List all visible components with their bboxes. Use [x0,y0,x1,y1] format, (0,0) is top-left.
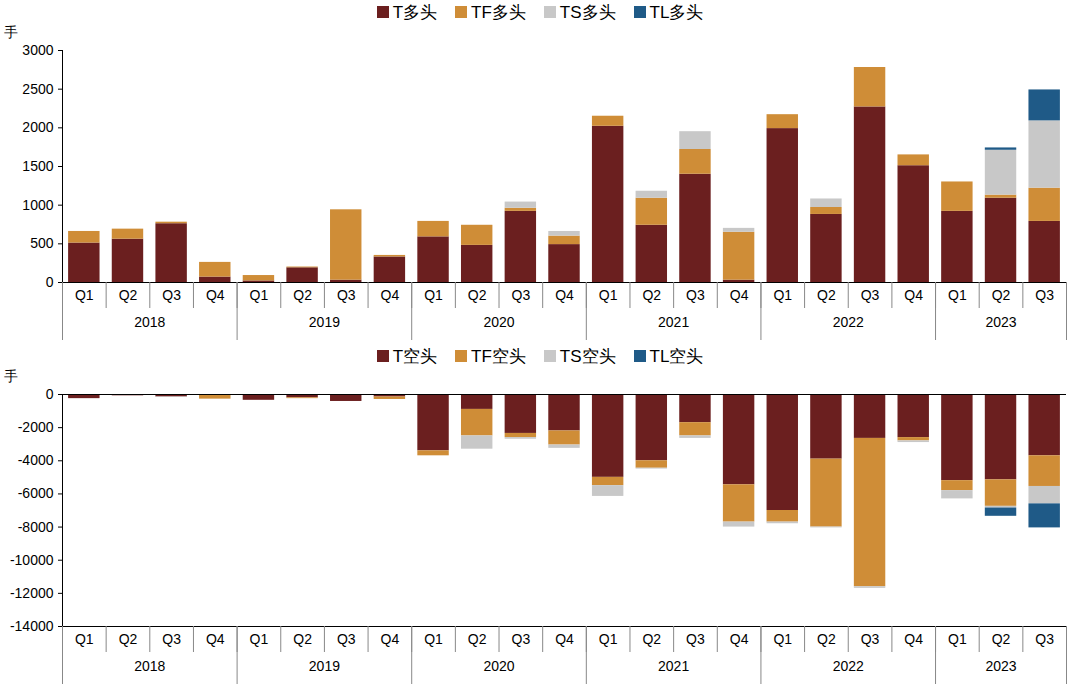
svg-text:2019: 2019 [309,314,340,330]
svg-text:Q3: Q3 [686,287,705,303]
svg-text:Q1: Q1 [599,631,618,647]
svg-text:Q3: Q3 [162,287,181,303]
svg-text:Q1: Q1 [773,287,792,303]
svg-text:Q4: Q4 [206,287,225,303]
html-text:TF多头: TF多头 [471,2,526,22]
svg-text:Q1: Q1 [424,287,443,303]
svg-text:-6000: -6000 [18,485,54,501]
html-text:TF空头: TF空头 [471,346,526,366]
svg-text:Q2: Q2 [992,631,1011,647]
svg-text:Q3: Q3 [861,631,880,647]
svg-text:2018: 2018 [134,314,165,330]
svg-text:-2000: -2000 [18,419,54,435]
html-text:TS空头: TS空头 [559,346,616,366]
svg-text:Q3: Q3 [686,631,705,647]
svg-text:Q1: Q1 [773,631,792,647]
html-text:T空头: T空头 [392,346,437,366]
svg-text:2023: 2023 [985,314,1016,330]
svg-text:Q4: Q4 [206,631,225,647]
svg-text:Q3: Q3 [861,287,880,303]
svg-text:2019: 2019 [309,658,340,674]
svg-text:Q3: Q3 [512,631,531,647]
svg-text:Q1: Q1 [75,631,94,647]
svg-text:0: 0 [46,386,54,402]
svg-text:Q2: Q2 [468,631,487,647]
svg-text:2000: 2000 [22,119,53,135]
svg-text:手: 手 [4,24,18,40]
svg-text:Q1: Q1 [250,631,269,647]
svg-text:2022: 2022 [833,314,864,330]
svg-text:Q4: Q4 [904,287,923,303]
svg-text:1000: 1000 [22,197,53,213]
svg-text:Q2: Q2 [119,287,138,303]
svg-text:2018: 2018 [134,658,165,674]
svg-text:Q2: Q2 [642,631,661,647]
svg-text:Q2: Q2 [642,287,661,303]
svg-text:1500: 1500 [22,158,53,174]
svg-text:Q1: Q1 [75,287,94,303]
svg-text:2021: 2021 [658,314,689,330]
svg-text:Q1: Q1 [948,631,967,647]
svg-text:Q3: Q3 [1035,631,1054,647]
svg-text:2500: 2500 [22,81,53,97]
svg-text:0: 0 [46,274,54,290]
svg-text:-8000: -8000 [18,519,54,535]
svg-text:Q1: Q1 [424,631,443,647]
svg-text:Q2: Q2 [293,631,312,647]
svg-text:3000: 3000 [22,42,53,58]
svg-text:Q2: Q2 [119,631,138,647]
svg-text:Q3: Q3 [162,631,181,647]
svg-text:Q3: Q3 [337,631,356,647]
svg-text:Q4: Q4 [381,287,400,303]
svg-text:Q4: Q4 [555,287,574,303]
svg-text:Q2: Q2 [468,287,487,303]
svg-text:Q3: Q3 [1035,287,1054,303]
svg-text:500: 500 [30,235,54,251]
svg-text:2023: 2023 [985,658,1016,674]
svg-text:Q2: Q2 [992,287,1011,303]
svg-text:Q3: Q3 [337,287,356,303]
svg-text:-4000: -4000 [18,452,54,468]
svg-text:-12000: -12000 [10,585,54,601]
svg-text:2020: 2020 [483,658,514,674]
html-text:TL空头: TL空头 [649,346,704,366]
svg-text:Q2: Q2 [817,631,836,647]
svg-text:Q3: Q3 [512,287,531,303]
svg-text:Q1: Q1 [948,287,967,303]
svg-text:Q2: Q2 [817,287,836,303]
svg-text:Q1: Q1 [250,287,269,303]
svg-text:2022: 2022 [833,658,864,674]
html-text:TL多头: TL多头 [649,2,704,22]
html-text:T多头: T多头 [392,2,437,22]
html-text:TS多头: TS多头 [559,2,616,22]
svg-text:Q4: Q4 [904,631,923,647]
svg-text:Q4: Q4 [381,631,400,647]
svg-text:-14000: -14000 [10,618,54,634]
svg-text:Q4: Q4 [730,631,749,647]
svg-text:Q4: Q4 [730,287,749,303]
svg-text:2021: 2021 [658,658,689,674]
svg-text:手: 手 [4,368,18,384]
svg-text:2020: 2020 [483,314,514,330]
svg-text:Q4: Q4 [555,631,574,647]
svg-text:Q2: Q2 [293,287,312,303]
svg-text:-10000: -10000 [10,552,54,568]
svg-text:Q1: Q1 [599,287,618,303]
